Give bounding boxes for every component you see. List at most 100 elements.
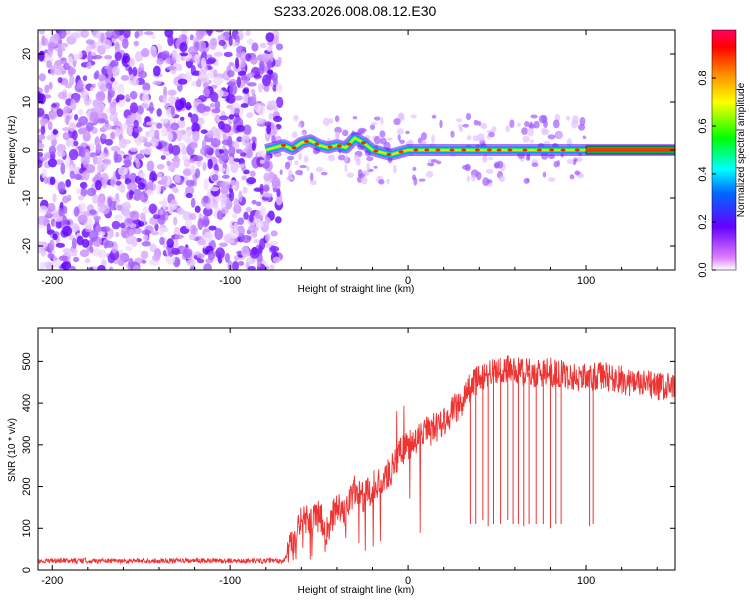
noise-blob	[109, 113, 117, 122]
noise-blob	[115, 126, 120, 138]
noise-blob	[132, 265, 141, 270]
noise-blob	[203, 178, 209, 191]
noise-blob	[128, 228, 135, 237]
noise-blob	[115, 97, 120, 103]
noise-blob	[58, 208, 64, 217]
noise-blob	[221, 174, 230, 179]
noise-blob	[488, 156, 494, 161]
noise-blob	[89, 245, 94, 254]
noise-blob	[49, 176, 56, 186]
noise-blob	[129, 90, 138, 100]
noise-blob	[509, 119, 515, 128]
noise-blob	[185, 101, 192, 111]
noise-blob	[246, 177, 257, 185]
noise-blob	[579, 117, 586, 126]
noise-blob	[241, 235, 252, 243]
noise-blob	[152, 214, 161, 220]
noise-blob	[58, 30, 67, 39]
noise-blob	[236, 52, 242, 58]
signal-peak	[346, 142, 352, 146]
noise-blob	[99, 152, 107, 160]
noise-blob	[77, 51, 83, 59]
noise-blob	[80, 30, 90, 38]
noise-blob	[470, 174, 476, 182]
noise-blob	[323, 117, 330, 127]
spectrogram-xlabel: Height of straight line (km)	[298, 284, 415, 295]
noise-blob	[251, 42, 259, 52]
snr-ytick-label: 100	[21, 519, 33, 537]
noise-blob	[146, 107, 155, 112]
signal-peak	[303, 139, 309, 144]
noise-blob	[38, 143, 45, 149]
noise-blob	[188, 212, 197, 221]
noise-blob	[436, 160, 442, 165]
noise-blob	[306, 165, 310, 171]
noise-blob	[141, 259, 147, 264]
noise-blob	[198, 117, 205, 125]
noise-blob	[38, 205, 48, 214]
snr-marks	[38, 355, 675, 565]
spectrogram-noise	[38, 30, 587, 270]
noise-blob	[61, 261, 71, 270]
noise-blob	[143, 31, 154, 36]
noise-blob	[47, 41, 55, 52]
noise-blob	[110, 77, 115, 82]
noise-blob	[246, 149, 253, 159]
noise-blob	[341, 129, 349, 137]
snr-ytick-label: 0	[21, 567, 33, 573]
noise-blob	[259, 183, 264, 195]
noise-blob	[117, 258, 125, 267]
noise-blob	[373, 165, 378, 169]
noise-blob	[70, 98, 77, 111]
noise-blob	[266, 125, 272, 135]
noise-blob	[243, 135, 250, 140]
noise-blob	[242, 93, 249, 106]
signal-peak	[386, 152, 392, 157]
noise-blob	[268, 44, 273, 52]
noise-blob	[161, 175, 168, 183]
noise-blob	[369, 124, 376, 130]
noise-blob	[111, 220, 121, 230]
noise-blob	[104, 138, 114, 146]
noise-blob	[353, 154, 360, 162]
noise-blob	[211, 173, 219, 182]
noise-blob	[569, 174, 575, 180]
noise-blob	[267, 100, 273, 111]
noise-blob	[462, 123, 469, 128]
noise-blob	[215, 127, 221, 137]
noise-blob	[187, 112, 193, 118]
signal-peak	[435, 148, 441, 152]
noise-blob	[213, 51, 224, 57]
noise-blob	[480, 123, 488, 129]
noise-blob	[263, 85, 270, 93]
signal-inner	[265, 137, 675, 156]
noise-blob	[226, 81, 236, 86]
noise-blob	[275, 43, 284, 51]
noise-blob	[215, 247, 225, 260]
noise-blob	[68, 149, 79, 161]
noise-blob	[259, 159, 265, 164]
noise-blob	[110, 145, 121, 152]
noise-blob	[256, 117, 265, 125]
noise-blob	[55, 159, 64, 165]
noise-blob	[294, 160, 299, 166]
noise-blob	[69, 170, 75, 180]
noise-blob	[456, 118, 463, 123]
colorbar-tick-label: 0.0	[697, 262, 709, 277]
noise-blob	[71, 237, 77, 249]
noise-blob	[251, 93, 257, 104]
noise-blob	[101, 226, 111, 233]
signal-peak	[496, 148, 502, 152]
signal-peak	[281, 143, 287, 147]
noise-blob	[138, 221, 145, 227]
signal-peak	[574, 148, 580, 152]
noise-blob	[38, 128, 41, 134]
noise-blob	[203, 263, 212, 270]
noise-blob	[186, 259, 196, 267]
noise-blob	[85, 39, 94, 45]
signal-peak	[461, 148, 467, 152]
noise-blob	[218, 149, 224, 154]
noise-blob	[209, 38, 217, 51]
noise-blob	[136, 105, 144, 115]
noise-blob	[182, 167, 192, 177]
